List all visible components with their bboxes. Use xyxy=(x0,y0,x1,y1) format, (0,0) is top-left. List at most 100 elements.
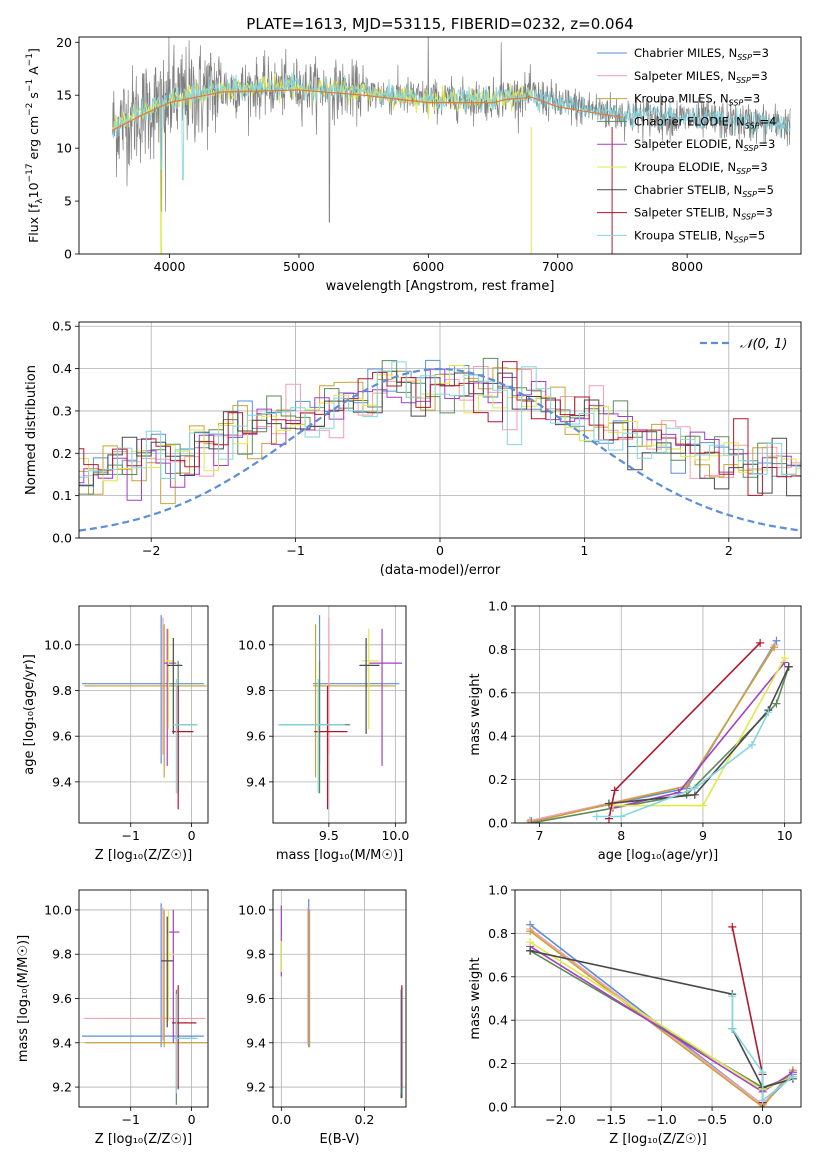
x-tick-label: −1 xyxy=(286,543,304,558)
x-tick-label: 0 xyxy=(436,543,444,558)
histogram-series-line xyxy=(79,361,801,496)
axes-frame xyxy=(78,36,802,255)
legend-gaussian-label: 𝒩(0, 1) xyxy=(740,337,787,352)
x-axis-label: E(B-V) xyxy=(319,1132,359,1147)
y-tick-label: 9.4 xyxy=(52,1035,72,1050)
legend: Chabrier MILES, NSSP=3 Salpeter MILES, NS… xyxy=(597,46,776,244)
legend-entry: Kroupa MILES, NSSP=3 xyxy=(634,92,760,108)
histogram-series-line xyxy=(79,361,801,479)
weight-point-marker xyxy=(784,662,793,671)
weight-point-marker xyxy=(758,1096,767,1105)
axes-frame xyxy=(272,889,407,1108)
y-tick-label: 20 xyxy=(56,35,72,50)
y-axis-label: age [log₁₀(age/yr)] xyxy=(22,654,37,775)
x-tick-label: 8000 xyxy=(671,259,703,274)
weight-point-marker xyxy=(525,816,534,823)
x-tick-label: 8 xyxy=(617,828,625,843)
mass-vs-ebv-panel: 0.0 0.2 9.2 9.4 9.6 9.8 10.0 E(B-V) xyxy=(238,889,407,1147)
y-tick-label: 9.6 xyxy=(52,991,72,1006)
legend-entry: Salpeter STELIB, NSSP=3 xyxy=(634,206,773,222)
legend-entry: Chabrier MILES, NSSP=3 xyxy=(634,46,769,62)
weight-point-marker xyxy=(526,938,535,947)
y-tick-label: 1.0 xyxy=(488,883,508,898)
weight-point-marker xyxy=(756,638,765,647)
y-tick-label: 0.6 xyxy=(488,969,508,984)
y-tick-label: 15 xyxy=(56,88,72,103)
x-tick-label: 10 xyxy=(777,828,793,843)
y-tick-label: 0.2 xyxy=(488,1056,508,1071)
y-tick-label: 9.6 xyxy=(52,729,72,744)
x-tick-label: 6000 xyxy=(412,259,444,274)
x-tick-label: 2 xyxy=(725,543,733,558)
weight-point-marker xyxy=(770,643,779,652)
plot-area xyxy=(526,920,797,1107)
y-tick-label: 5 xyxy=(64,194,72,209)
x-tick-label: 4000 xyxy=(154,259,186,274)
histogram-series-line xyxy=(79,370,801,497)
age-vs-metallicity-panel: −1 0 9.4 9.6 9.8 10.0 Z [log₁₀(Z/Z☉)] age [log₁… xyxy=(22,605,209,863)
axes-frame xyxy=(514,605,802,824)
grid xyxy=(273,606,406,823)
weight-series-line xyxy=(531,666,790,823)
y-tick-label: 9.4 xyxy=(246,1035,266,1050)
x-tick-label: −1 xyxy=(122,828,140,843)
x-tick-label: 10.0 xyxy=(381,828,409,843)
y-tick-label: 0.8 xyxy=(488,642,508,657)
x-tick-label: −0.5 xyxy=(697,1112,727,1127)
x-tick-label: 1 xyxy=(580,543,588,558)
x-tick-label: 0.0 xyxy=(271,1112,291,1127)
y-tick-label: 10.0 xyxy=(44,902,72,917)
weight-point-marker xyxy=(610,786,619,795)
y-tick-label: 0.2 xyxy=(488,772,508,787)
y-tick-label: 0.6 xyxy=(488,685,508,700)
plot-area xyxy=(278,615,403,810)
x-tick-label: −1.5 xyxy=(596,1112,626,1127)
x-tick-label: −1 xyxy=(122,1112,140,1127)
y-axis-label: mass weight xyxy=(468,673,483,755)
legend-entry: Salpeter ELODIE, NSSP=3 xyxy=(634,137,775,153)
y-tick-label: 0.4 xyxy=(52,361,72,376)
y-tick-label: 0.8 xyxy=(488,926,508,941)
x-axis-label: age [log₁₀(age/yr)] xyxy=(598,848,719,863)
y-axis-label: mass weight xyxy=(468,957,483,1039)
weight-point-marker xyxy=(524,819,533,823)
y-tick-label: 0.0 xyxy=(488,816,508,831)
legend-entry: Chabrier STELIB, NSSP=5 xyxy=(634,183,774,199)
plot-area xyxy=(112,37,791,254)
x-tick-label: 9.5 xyxy=(319,828,339,843)
y-tick-label: 9.8 xyxy=(246,947,266,962)
x-tick-label: −2.0 xyxy=(545,1112,575,1127)
y-axis-label: mass [log₁₀(M/M☉)] xyxy=(16,935,31,1062)
y-tick-label: 9.6 xyxy=(246,991,266,1006)
weight-point-marker xyxy=(592,812,601,821)
x-tick-label: 0 xyxy=(188,828,196,843)
x-tick-label: 7000 xyxy=(542,259,574,274)
weight-point-marker xyxy=(772,636,781,645)
y-tick-label: 0.0 xyxy=(488,1100,508,1115)
y-tick-label: 9.2 xyxy=(52,1080,72,1095)
legend-entry: Salpeter MILES, NSSP=3 xyxy=(634,69,768,85)
axes-frame xyxy=(78,321,802,539)
x-tick-label: −2 xyxy=(142,543,160,558)
y-tick-label: 10.0 xyxy=(238,637,266,652)
weight-vs-metallicity-panel: −2.0 −1.5 −1.0 −0.5 0.0 0.0 0.2 0.4 0.6 0.8 1.0 Z [… xyxy=(468,883,802,1147)
y-tick-label: 9.6 xyxy=(246,729,266,744)
residuals-panel: −2 −1 0 1 2 0.0 0.1 0.2 0.3 0.4 0.5 (data-model)/er… xyxy=(24,319,802,578)
plot-area xyxy=(82,615,207,810)
y-tick-label: 9.4 xyxy=(246,774,266,789)
legend-entry: Kroupa ELODIE, NSSP=3 xyxy=(634,160,768,176)
y-tick-label: 9.8 xyxy=(246,683,266,698)
grid xyxy=(273,890,406,1107)
model-spectrum-line xyxy=(112,89,623,131)
y-tick-label: 10 xyxy=(56,141,72,156)
weight-point-marker xyxy=(728,1024,737,1033)
y-tick-label: 0.4 xyxy=(488,729,508,744)
weight-point-marker xyxy=(698,801,707,810)
weight-point-marker xyxy=(772,699,781,708)
plot-area xyxy=(280,898,403,1099)
y-tick-label: 9.4 xyxy=(52,774,72,789)
y-tick-label: 9.2 xyxy=(246,1080,266,1095)
x-tick-label: −1.0 xyxy=(646,1112,676,1127)
legend-entry: Chabrier ELODIE, NSSP=4 xyxy=(634,114,776,130)
